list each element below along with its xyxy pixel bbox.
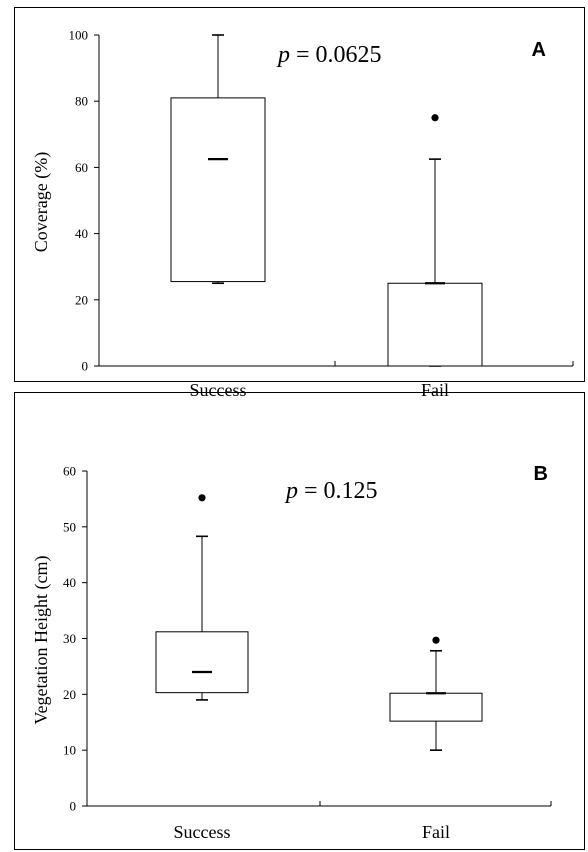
- panel-b-x-tick-label: Success: [174, 822, 231, 842]
- panel-b-y-tick-label: 30: [63, 631, 76, 646]
- panel-a-box-success: [170, 34, 266, 285]
- panel-a-frame: [14, 7, 585, 382]
- panel-b-y-tick-label: 60: [63, 464, 76, 479]
- panel-a-p-value: p = 0.0625: [276, 42, 382, 68]
- panel-b-box-fail: [389, 636, 483, 751]
- panel-b: B p = 0.125 Vegetation Height (cm) 0 10 20…: [14, 392, 585, 850]
- panel-a-y-axis-label: Coverage (%): [31, 152, 52, 252]
- panel-b-y-axis-label: Vegetation Height (cm): [31, 556, 52, 725]
- panel-b-y-tick-label: 10: [63, 743, 76, 758]
- outlier-point: [431, 114, 439, 122]
- panel-b-y-tick-label: 50: [63, 519, 76, 534]
- panel-b-frame: [14, 392, 585, 850]
- panel-a-label: A: [532, 39, 546, 61]
- panel-b-y-tick-label: 20: [63, 687, 76, 702]
- panel-a-y-tick-label: 80: [75, 94, 88, 109]
- iqr-box: [170, 97, 266, 283]
- panel-a: A p = 0.0625 Coverage (%) 0 20 40 60 80 100 Su…: [14, 7, 585, 400]
- panel-a-x-tick-label: Success: [190, 380, 247, 400]
- panel-b-y-tick-label: 40: [63, 575, 76, 590]
- panel-a-y-tick-label: 0: [82, 359, 89, 374]
- iqr-box: [389, 692, 483, 722]
- outlier-point: [432, 636, 440, 644]
- panel-b-box-success: [155, 494, 249, 701]
- panel-b-p-value: p = 0.125: [284, 478, 378, 504]
- panel-b-label: B: [534, 463, 548, 485]
- outlier-point: [198, 494, 206, 502]
- panel-a-y-tick-label: 60: [75, 160, 88, 175]
- panel-a-x-tick-label: Fail: [421, 380, 449, 400]
- panel-b-y-tick-label: 0: [70, 799, 77, 814]
- iqr-box: [155, 631, 249, 694]
- iqr-box: [387, 282, 483, 367]
- panel-a-y-tick-label: 40: [75, 226, 88, 241]
- panel-b-x-tick-label: Fail: [422, 822, 450, 842]
- panel-a-y-tick-label: 100: [69, 28, 89, 43]
- panel-a-box-fail: [387, 114, 483, 367]
- panel-a-y-tick-label: 20: [75, 292, 88, 307]
